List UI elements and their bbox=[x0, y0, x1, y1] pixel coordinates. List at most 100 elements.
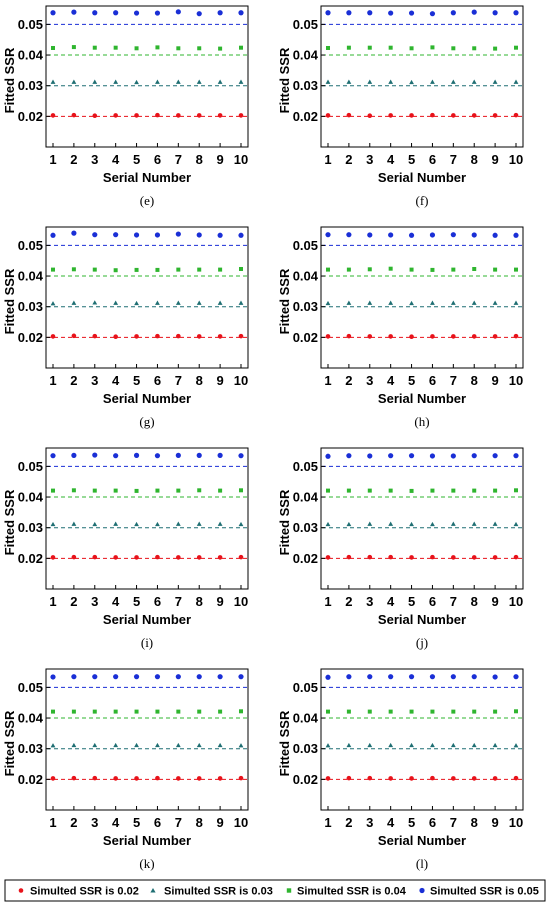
x-tick-label: 8 bbox=[196, 373, 203, 388]
data-point bbox=[238, 554, 244, 560]
y-tick-label: 0.02 bbox=[293, 772, 318, 787]
data-point bbox=[367, 113, 373, 119]
data-point bbox=[238, 10, 244, 16]
x-tick-label: 7 bbox=[450, 594, 457, 609]
x-tick-label: 9 bbox=[491, 815, 498, 830]
data-point bbox=[408, 453, 415, 459]
data-point bbox=[238, 743, 244, 748]
data-point bbox=[409, 334, 414, 340]
data-point bbox=[92, 267, 97, 272]
data-point bbox=[217, 776, 223, 781]
series-3 bbox=[326, 488, 518, 493]
data-point bbox=[50, 232, 56, 238]
x-tick-label: 7 bbox=[450, 373, 457, 388]
panel-label: (g) bbox=[139, 414, 154, 429]
data-point bbox=[471, 113, 477, 118]
panel-k: 0.02 0.03 0.04 0.05 1 2 3 4 5 6 7 8 9 10 Serial Number… bbox=[2, 668, 249, 871]
x-tick-label: 10 bbox=[234, 373, 248, 388]
data-point bbox=[176, 709, 181, 714]
data-point bbox=[346, 453, 352, 459]
data-point bbox=[388, 554, 393, 560]
data-point bbox=[492, 113, 498, 118]
data-point bbox=[113, 79, 119, 84]
data-point bbox=[513, 112, 519, 118]
x-tick-label: 4 bbox=[112, 373, 120, 388]
y-tick-label: 0.03 bbox=[293, 741, 318, 756]
x-tick-label: 2 bbox=[345, 373, 352, 388]
series-2 bbox=[325, 300, 519, 306]
data-point bbox=[471, 232, 477, 238]
data-point bbox=[408, 232, 415, 238]
x-tick-label: 9 bbox=[491, 594, 498, 609]
data-point bbox=[51, 267, 55, 272]
data-point bbox=[513, 232, 519, 238]
data-point bbox=[176, 113, 181, 118]
data-point bbox=[492, 453, 498, 459]
data-point bbox=[217, 334, 223, 339]
panel-label: (h) bbox=[414, 414, 429, 429]
series-1 bbox=[50, 112, 244, 119]
x-tick-label: 2 bbox=[345, 594, 352, 609]
data-point bbox=[492, 334, 498, 339]
legend: Simulted SSR is 0.02 Simulted SSR is 0.0… bbox=[4, 879, 546, 902]
data-point bbox=[176, 555, 181, 560]
data-point bbox=[238, 113, 244, 118]
data-point bbox=[113, 776, 118, 781]
y-axis-title: Fitted SSR bbox=[277, 710, 292, 776]
data-point bbox=[50, 521, 56, 527]
data-point bbox=[472, 266, 477, 271]
data-point bbox=[113, 45, 118, 50]
y-axis-title: Fitted SSR bbox=[277, 47, 292, 113]
data-point bbox=[155, 554, 160, 560]
data-point bbox=[430, 45, 435, 50]
data-point bbox=[71, 521, 77, 526]
data-point bbox=[471, 79, 477, 84]
data-point bbox=[430, 334, 435, 339]
data-point bbox=[71, 742, 77, 748]
data-point bbox=[367, 10, 373, 16]
data-point bbox=[238, 521, 244, 527]
data-point bbox=[346, 79, 352, 84]
data-point bbox=[388, 79, 394, 84]
data-point bbox=[197, 488, 202, 493]
data-point bbox=[388, 334, 393, 339]
x-tick-label: 10 bbox=[509, 815, 523, 830]
x-tick-label: 2 bbox=[70, 594, 77, 609]
y-tick-label: 0.05 bbox=[18, 238, 43, 253]
data-point bbox=[154, 10, 161, 16]
data-point bbox=[388, 488, 393, 493]
data-point bbox=[492, 232, 498, 238]
data-point bbox=[514, 45, 518, 50]
x-tick-label: 2 bbox=[345, 152, 352, 167]
y-tick-label: 0.02 bbox=[18, 551, 43, 566]
data-point bbox=[472, 709, 477, 714]
data-point bbox=[513, 743, 519, 748]
data-point bbox=[217, 674, 223, 680]
data-point bbox=[472, 488, 477, 493]
legend-label-4: Simulted SSR is 0.05 bbox=[430, 886, 539, 898]
series-1 bbox=[325, 333, 519, 340]
data-point bbox=[154, 674, 161, 680]
data-point bbox=[471, 300, 477, 305]
data-point bbox=[388, 521, 394, 526]
data-point bbox=[155, 709, 160, 714]
data-point bbox=[346, 742, 352, 748]
y-tick-label: 0.05 bbox=[293, 680, 318, 695]
data-point bbox=[388, 453, 394, 459]
data-point bbox=[175, 674, 181, 680]
x-tick-label: 9 bbox=[216, 594, 223, 609]
data-point bbox=[430, 742, 435, 748]
data-point bbox=[409, 776, 414, 781]
x-tick-label: 5 bbox=[408, 152, 415, 167]
data-point bbox=[367, 267, 372, 272]
data-point bbox=[492, 742, 498, 748]
x-tick-label: 7 bbox=[450, 152, 457, 167]
data-point bbox=[50, 301, 56, 306]
data-point bbox=[196, 300, 202, 305]
legend-label-2: Simulted SSR is 0.03 bbox=[164, 886, 273, 898]
data-point bbox=[346, 333, 352, 339]
data-point bbox=[113, 453, 119, 459]
data-point bbox=[471, 674, 477, 680]
series-2 bbox=[325, 742, 519, 748]
